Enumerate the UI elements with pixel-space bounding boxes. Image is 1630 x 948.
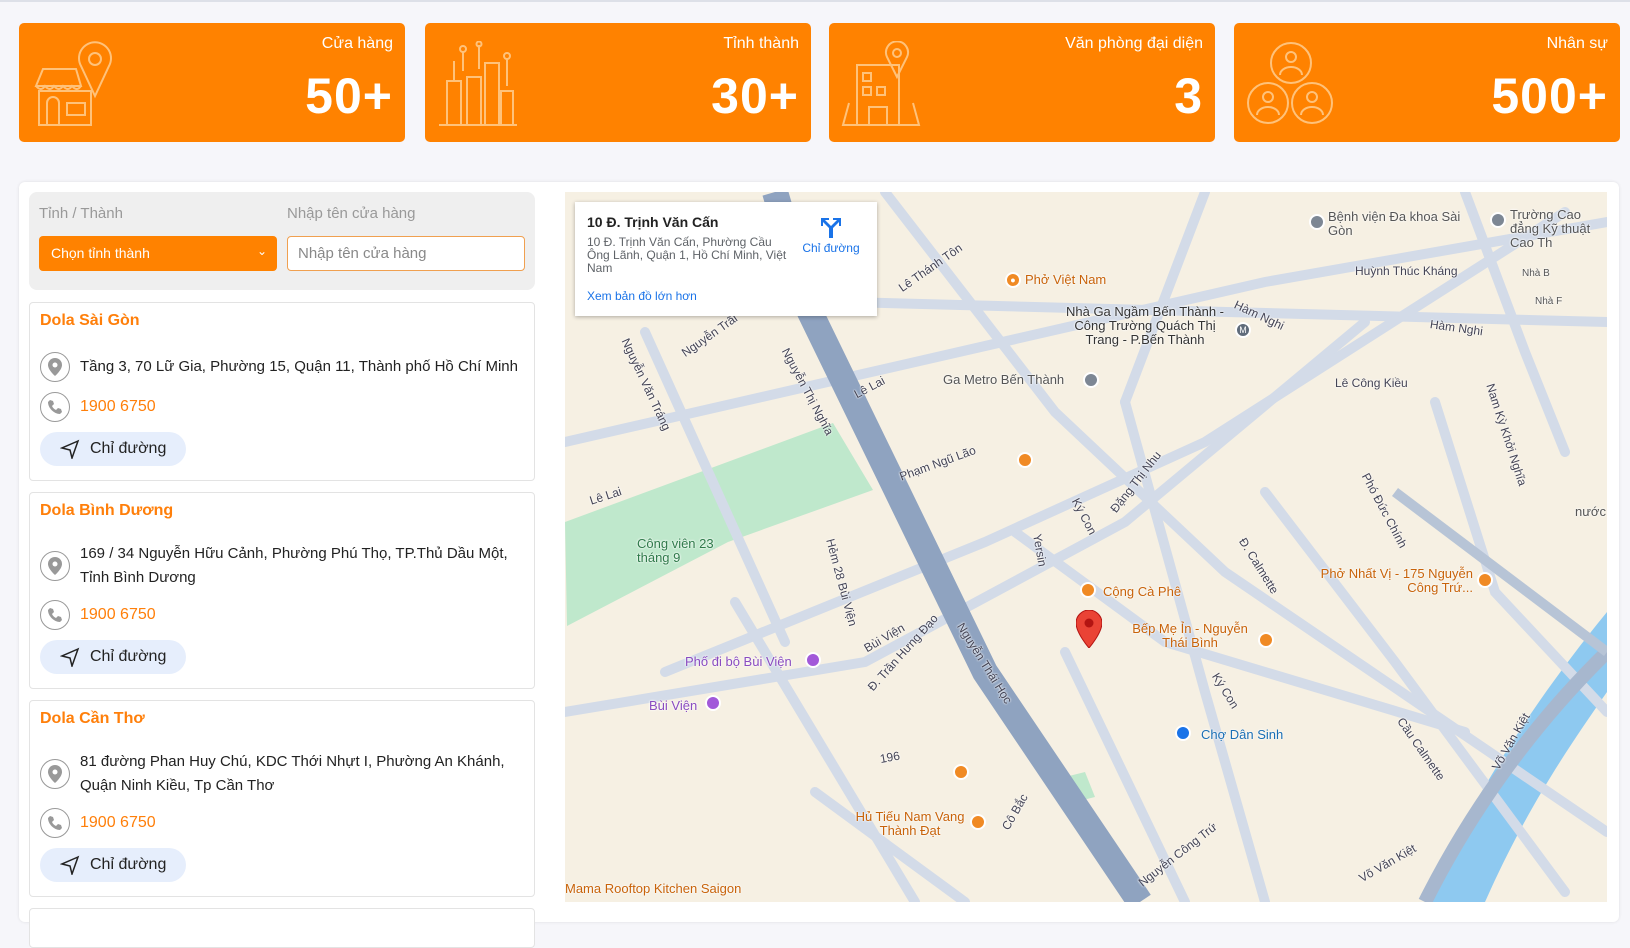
stat-card-offices: Văn phòng đại diện 3 bbox=[829, 23, 1215, 142]
directions-button[interactable]: Chỉ đường bbox=[40, 848, 186, 882]
attraction-pin-icon[interactable] bbox=[805, 652, 821, 668]
attraction-pin-icon[interactable] bbox=[705, 695, 721, 711]
stat-card-stores: Cửa hàng 50+ bbox=[19, 23, 405, 142]
province-label: Tỉnh / Thành bbox=[39, 205, 123, 222]
directions-button[interactable]: Chỉ đường bbox=[40, 432, 186, 466]
people-network-icon bbox=[1247, 42, 1333, 124]
phone-icon bbox=[40, 808, 70, 838]
store-map[interactable]: Nguyễn Thị Nghĩa Nguyễn Thái Học Phạm Ng… bbox=[565, 192, 1607, 902]
stat-label: Nhân sự bbox=[1546, 35, 1608, 52]
place-label[interactable]: Phố đi bộ Bùi Viện bbox=[685, 654, 792, 669]
store-item[interactable]: Dola Cần Thơ 81 đường Phan Huy Chú, KDC … bbox=[29, 700, 535, 897]
store-address: Tầng 3, 70 Lữ Gia, Phường 15, Quận 11, T… bbox=[80, 358, 518, 375]
navigation-arrow-icon bbox=[60, 647, 80, 667]
map-info-card: 10 Đ. Trịnh Văn Cấn 10 Đ. Trịnh Văn Cấn,… bbox=[575, 202, 877, 316]
directions-label: Chỉ đường bbox=[90, 440, 167, 457]
store-item[interactable]: Dola Sài Gòn Tầng 3, 70 Lữ Gia, Phường 1… bbox=[29, 302, 535, 481]
office-location-icon bbox=[841, 41, 921, 126]
place-label[interactable]: Trường Cao đẳng Kỹ thuật Cao Th bbox=[1510, 207, 1591, 250]
street-label: Huỳnh Thúc Kháng bbox=[1355, 264, 1458, 278]
transit-pin-icon[interactable] bbox=[1083, 372, 1099, 388]
place-label[interactable]: Chợ Dân Sinh bbox=[1201, 727, 1284, 742]
stat-label: Văn phòng đại diện bbox=[1065, 35, 1203, 52]
place-label[interactable]: Nhà Ga Ngầm Bến Thành - Công Trường Quác… bbox=[1065, 304, 1224, 347]
store-address: 81 đường Phan Huy Chú, KDC Thới Nhựt I, … bbox=[80, 753, 505, 794]
directions-fork-icon bbox=[821, 218, 841, 238]
stat-card-provinces: Tỉnh thành 30+ bbox=[425, 23, 811, 142]
stat-value: 50+ bbox=[305, 68, 393, 124]
school-pin-icon[interactable] bbox=[1490, 212, 1506, 228]
location-pin-icon bbox=[40, 352, 70, 382]
map-directions-label: Chỉ đường bbox=[802, 241, 860, 255]
stat-value: 500+ bbox=[1491, 68, 1608, 124]
stat-value: 30+ bbox=[711, 68, 799, 124]
place-label[interactable]: Mama Rooftop Kitchen Saigon bbox=[565, 881, 742, 896]
place-label: Nhà F bbox=[1535, 296, 1563, 307]
restaurant-pin-icon[interactable] bbox=[1258, 632, 1274, 648]
store-location-icon bbox=[34, 41, 112, 126]
place-label[interactable]: Bệnh viện Đa khoa Sài Gòn bbox=[1328, 209, 1461, 238]
phone-icon bbox=[40, 600, 70, 630]
store-item[interactable]: Dola Bình Dương 169 / 34 Nguyễn Hữu Cảnh… bbox=[29, 492, 535, 689]
store-phone[interactable]: 1900 6750 bbox=[80, 606, 156, 623]
shopping-pin-icon[interactable] bbox=[1175, 725, 1191, 741]
store-filter: Tỉnh / Thành Nhập tên cửa hàng Chọn tỉnh… bbox=[29, 192, 535, 290]
map-place-title: 10 Đ. Trịnh Văn Cấn bbox=[587, 214, 719, 230]
province-select[interactable]: Chọn tỉnh thành ⌄ bbox=[39, 236, 277, 271]
stat-card-staff: Nhân sự 500+ bbox=[1234, 23, 1620, 142]
store-phone[interactable]: 1900 6750 bbox=[80, 398, 156, 415]
map-place-address: 10 Đ. Trịnh Văn Cấn, Phường Cầu Ông Lãnh… bbox=[587, 235, 787, 275]
location-pin-icon bbox=[40, 759, 70, 789]
directions-label: Chỉ đường bbox=[90, 856, 167, 873]
store-item[interactable] bbox=[29, 908, 535, 948]
place-label: Nhà B bbox=[1522, 268, 1550, 279]
directions-label: Chỉ đường bbox=[90, 648, 167, 665]
place-label[interactable]: Bùi Viện bbox=[649, 698, 698, 713]
restaurant-pin-icon[interactable] bbox=[1477, 572, 1493, 588]
navigation-arrow-icon bbox=[60, 439, 80, 459]
hospital-pin-icon[interactable] bbox=[1309, 214, 1325, 230]
province-select-value: Chọn tỉnh thành bbox=[51, 245, 150, 261]
cafe-pin-icon[interactable] bbox=[953, 764, 969, 780]
street-label: Lê Công Kiều bbox=[1335, 376, 1408, 390]
view-larger-map-link[interactable]: Xem bản đồ lớn hơn bbox=[587, 289, 697, 303]
cafe-pin-icon[interactable] bbox=[1017, 452, 1033, 468]
location-pin-icon bbox=[40, 551, 70, 581]
restaurant-pin-icon[interactable] bbox=[970, 814, 986, 830]
place-label[interactable]: Phở Việt Nam bbox=[1025, 272, 1107, 287]
stat-value: 3 bbox=[1174, 68, 1203, 124]
store-address: 169 / 34 Nguyễn Hữu Cảnh, Phường Phú Thọ… bbox=[80, 545, 508, 586]
map-directions-button[interactable]: Chỉ đường bbox=[801, 216, 861, 255]
stat-label: Tỉnh thành bbox=[723, 35, 799, 52]
metro-pin-icon[interactable]: M bbox=[1235, 322, 1251, 338]
city-buildings-icon bbox=[439, 41, 517, 126]
chevron-down-icon: ⌄ bbox=[256, 244, 267, 258]
selected-location-pin-icon[interactable] bbox=[1076, 610, 1102, 648]
map-streets bbox=[565, 192, 1607, 902]
store-name-label: Nhập tên cửa hàng bbox=[287, 205, 416, 222]
place-label[interactable]: Công viên 23 tháng 9 bbox=[637, 536, 714, 565]
store-phone[interactable]: 1900 6750 bbox=[80, 814, 156, 831]
place-label: nước bbox=[1575, 504, 1606, 519]
place-label[interactable]: Hủ Tiếu Nam Vang Thành Đạt bbox=[855, 809, 965, 838]
directions-button[interactable]: Chỉ đường bbox=[40, 640, 186, 674]
store-name: Dola Sài Gòn bbox=[40, 312, 140, 329]
store-list: Dola Sài Gòn Tầng 3, 70 Lữ Gia, Phường 1… bbox=[29, 302, 535, 948]
place-label[interactable]: Ga Metro Bến Thành bbox=[943, 372, 1065, 387]
place-label[interactable]: Cộng Cà Phê bbox=[1103, 584, 1182, 599]
cafe-pin-icon[interactable] bbox=[1080, 582, 1096, 598]
navigation-arrow-icon bbox=[60, 855, 80, 875]
restaurant-pin-icon[interactable]: ● bbox=[1005, 272, 1021, 288]
store-name: Dola Cần Thơ bbox=[40, 710, 145, 727]
store-name: Dola Bình Dương bbox=[40, 502, 174, 519]
store-name-input[interactable] bbox=[287, 236, 525, 271]
place-label[interactable]: Bếp Mẹ Ỉn - Nguyễn Thái Bình bbox=[1132, 621, 1248, 650]
place-label[interactable]: Phở Nhất Vị - 175 Nguyễn Công Trứ... bbox=[1320, 566, 1473, 595]
phone-icon bbox=[40, 392, 70, 422]
stat-label: Cửa hàng bbox=[321, 35, 393, 52]
